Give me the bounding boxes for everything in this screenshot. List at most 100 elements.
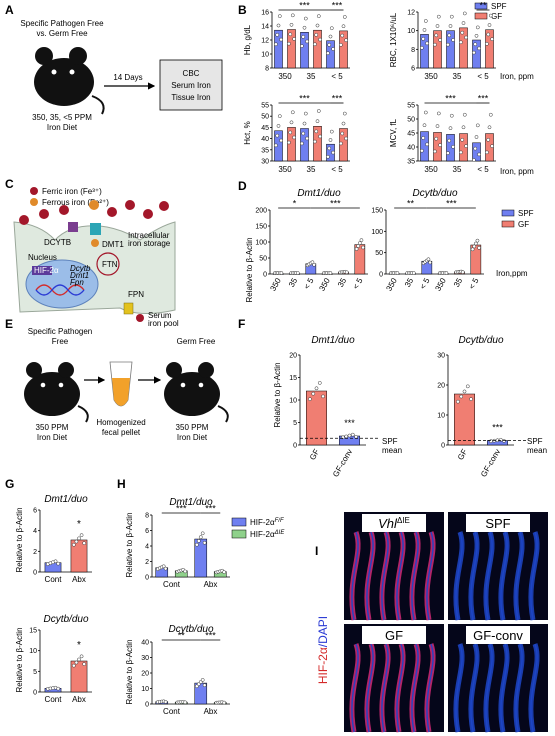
panel-h-chart-2-ytick-label: 0 — [145, 702, 149, 709]
panel-d-xtitle: Iron,ppm — [496, 269, 528, 278]
panel-g-chart-2-category: Abx — [72, 695, 86, 704]
panel-b-chart-3-point — [326, 154, 330, 159]
panel-b-chart-1-point — [302, 25, 307, 30]
panel-b-chart-3-sig: *** — [332, 94, 343, 104]
panel-b-chart-4-bar — [485, 133, 494, 162]
dcytb-transporter — [68, 222, 78, 232]
villus-nuclei — [366, 643, 374, 733]
panel-g-chart-1-sig: * — [77, 519, 81, 530]
panel-d-chart-1-point — [357, 241, 362, 245]
panel-b-chart-2-point — [472, 50, 476, 55]
panel-h-chart-1-bar — [194, 538, 208, 578]
panel-d-chart-1-ytick-label: 0 — [263, 272, 267, 279]
panel-i-tile-2: SPF — [448, 512, 548, 621]
panel-b-chart-4-point — [451, 145, 455, 149]
panel-h-chart-1-point — [195, 542, 199, 547]
panel-b-chart-2: 6 8 10 12 ** — [407, 1, 496, 73]
panel-b-chart-4-bar — [420, 131, 429, 162]
panel-b-chart-4-point — [436, 111, 441, 116]
panel-b-chart-1-point — [315, 23, 320, 28]
panel-d-chart-1-ytick-label: 200 — [255, 208, 267, 215]
villus-nuclei — [470, 643, 478, 733]
panel-c: Ferric iron (Fe³⁺) Ferrous iron (Fe²⁺) D… — [13, 187, 179, 328]
panel-b-chart-1-point — [279, 37, 283, 42]
panel-b-chart-4: 35 40 45 50 55 *** *** — [407, 94, 496, 166]
panel-h-chart-2-sig: ** — [178, 631, 186, 641]
panel-g-ylabel-bottom: Relative to β-Actin — [15, 627, 24, 692]
panel-b-chart-3-point — [316, 109, 321, 113]
panel-g-chart-1-category: Cont — [45, 575, 63, 584]
panel-h-chart-1-ytick-label: 2 — [145, 559, 149, 566]
panel-d-chart-2-point — [473, 241, 478, 246]
tile-label-backdrop — [362, 514, 426, 532]
panel-b-chart-4-point — [422, 123, 427, 128]
panel-b-chart-3-bar — [313, 126, 322, 162]
panel-h-chart-1-ytick-label: 6 — [145, 528, 149, 535]
panel-b-chart-4-point — [464, 144, 468, 148]
panel-b-chart-4-point — [475, 123, 480, 128]
panel-b-chart-2-bar — [472, 39, 481, 69]
panel-f-mean-a1: SPF — [382, 437, 398, 446]
panel-d-chart-2-point — [395, 271, 400, 275]
panel-h-chart-1-ytick-label: 4 — [145, 544, 149, 551]
panel-b-chart-4-ylabel: MCV, fL — [389, 118, 398, 147]
panel-b-chart-4-point — [434, 136, 439, 141]
panel-b-chart-3-point — [344, 136, 348, 141]
panel-c-dcytb: DCYTB — [44, 238, 71, 247]
panel-f-chart-2-bar — [454, 393, 475, 446]
panel-b-chart-1-point — [275, 33, 280, 37]
panel-d-chart-1-point — [354, 247, 359, 251]
panel-b-chart-3-ytick-label: 35 — [261, 147, 269, 154]
panel-b-chart-4-point — [462, 112, 467, 117]
panel-b-chart-3-point — [339, 141, 343, 146]
panel-b-xtitle-top: Iron, ppm — [500, 72, 534, 81]
panel-b-chart-2-point — [425, 41, 429, 46]
panel-f-chart-2-ytick-label: 0 — [441, 443, 445, 450]
panel-g-chart-1-category: Abx — [72, 575, 86, 584]
panel-b-chart-2-group: 350 — [424, 72, 438, 81]
panel-h-chart-1-point — [161, 564, 166, 569]
panel-d-chart-2-ytick-label: 150 — [371, 208, 383, 215]
panel-i-tile-label: VhlΔIE — [378, 516, 410, 531]
panel-f-chart-1-ytick-label: 5 — [293, 420, 297, 427]
panel-b-chart-1-point — [274, 42, 278, 47]
panel-d-chart-1-point — [279, 271, 284, 275]
panel-g-chart-1-point — [56, 561, 61, 566]
panel-h-chart-1-ytick-label: 0 — [145, 575, 149, 582]
panel-a-line2: vs. Germ Free — [36, 29, 88, 38]
panel-c-gene1: Dcytb — [70, 264, 91, 273]
panel-f-chart-1-ytick-label: 10 — [289, 398, 297, 405]
panel-b-chart-1-point — [326, 51, 330, 56]
panel-h-chart-2-category: Abx — [204, 707, 218, 716]
panel-c-ferric-label: Ferric iron (Fe³⁺) — [42, 187, 102, 196]
villus-nuclei — [530, 643, 538, 733]
panel-f-chart-2-sig: *** — [492, 423, 503, 433]
villus-nuclei — [426, 643, 434, 733]
panel-h-chart-1-category: Abx — [204, 580, 218, 589]
panel-h-legend: HIF-2αF/F HIF-2αΔIE — [231, 517, 285, 539]
mouse-icon — [24, 362, 89, 423]
panel-g-chart-1-ytick-label: 2 — [33, 549, 37, 556]
panel-f-chart-2-point — [465, 384, 470, 389]
panel-b-chart-4-point — [472, 158, 476, 162]
panel-g-chart-1-point — [79, 533, 84, 538]
panel-g: Relative to β-Actin Relative to β-Actin … — [15, 494, 92, 704]
panel-i-tile-4: GF-conv — [448, 624, 548, 733]
panel-d-chart-2-category: 350 — [384, 276, 399, 293]
panel-b-chart-3-bar — [300, 128, 309, 162]
panel-b-chart-1-point — [344, 38, 348, 43]
panel-d-chart-1-point — [328, 271, 333, 275]
panel-f-chart-1-ytick-label: 20 — [289, 353, 297, 360]
villus-nuclei — [455, 531, 463, 621]
panel-g-chart-2-point — [77, 657, 81, 662]
panel-h-chart-2-category: Cont — [163, 707, 181, 716]
panel-b-chart-4-point — [473, 146, 478, 151]
panel-b-chart-1-point — [329, 26, 334, 31]
panel-b-chart-1-point — [288, 32, 293, 37]
panel-c-dmt1: DMT1 — [102, 240, 124, 249]
panel-d-chart-1-point — [359, 238, 364, 242]
panel-d-chart-1-point — [312, 262, 316, 267]
panel-b-chart-2-point — [436, 14, 441, 19]
panel-g-chart-1-point — [74, 539, 79, 544]
